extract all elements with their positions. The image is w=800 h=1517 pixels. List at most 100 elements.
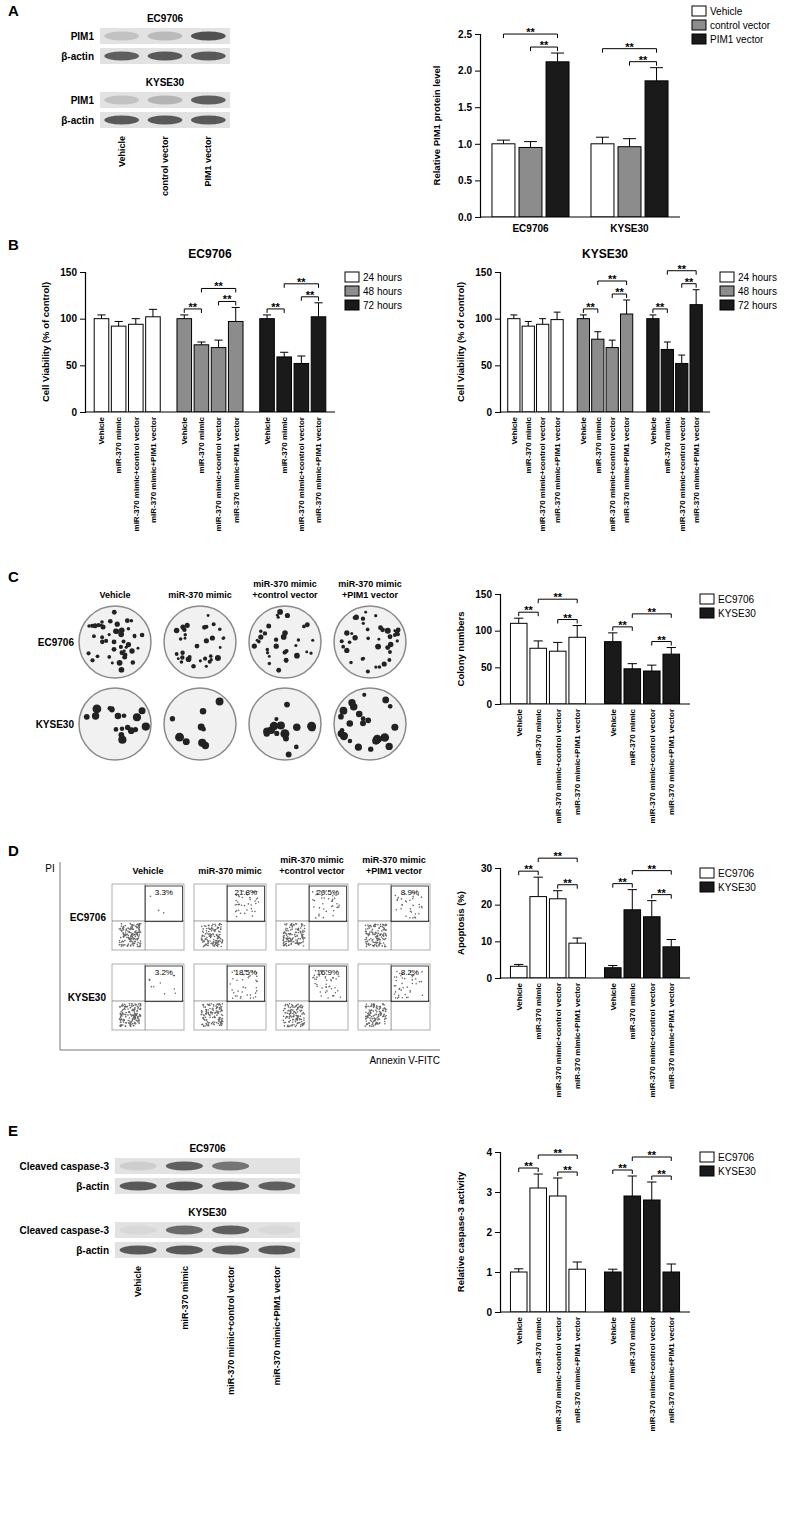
- flow-event: [222, 1015, 224, 1017]
- flow-event: [383, 1010, 385, 1012]
- colony: [208, 660, 212, 664]
- significance-label: **: [685, 276, 694, 288]
- x-tick-label: Vehicle: [97, 416, 106, 444]
- colony: [274, 644, 279, 649]
- tick-label: 0: [486, 973, 492, 984]
- flow-event: [212, 934, 214, 936]
- flow-event: [369, 1017, 371, 1019]
- flow-event: [241, 904, 243, 906]
- flow-event: [379, 1018, 381, 1020]
- flow-event: [220, 938, 222, 940]
- flow-event: [366, 937, 368, 939]
- flow-event: [284, 1008, 286, 1010]
- flow-event: [371, 932, 373, 934]
- error-bar: [553, 642, 562, 651]
- flow-event: [138, 1003, 140, 1005]
- flow-plot: 3.3%: [112, 884, 184, 950]
- flow-event: [382, 934, 384, 936]
- y-axis: 050100150: [60, 267, 85, 418]
- flow-event: [135, 936, 137, 938]
- flow-event: [216, 940, 218, 942]
- flow-event: [372, 939, 374, 941]
- legend-swatch: [345, 300, 359, 310]
- flow-event: [297, 939, 299, 941]
- flow-event: [365, 930, 367, 932]
- flow-event: [325, 977, 327, 979]
- flow-event: [303, 945, 305, 947]
- colony: [284, 649, 288, 653]
- colony: [125, 646, 128, 649]
- flow-event: [124, 934, 126, 936]
- error-bar: [609, 340, 616, 347]
- plot-marks: [94, 303, 326, 412]
- flow-event: [131, 943, 133, 945]
- flow-event: [205, 1009, 207, 1011]
- flow-event: [222, 1003, 224, 1005]
- error-bar: [514, 618, 523, 623]
- flow-event: [323, 917, 325, 919]
- flow-event: [139, 1015, 141, 1017]
- flow-event: [409, 990, 411, 992]
- colony: [92, 634, 96, 638]
- flow-event: [332, 915, 334, 917]
- flow-event: [133, 1017, 135, 1019]
- flow-event: [204, 1019, 206, 1021]
- blot-row-label: β-actin: [61, 115, 94, 126]
- error-bar: [197, 342, 205, 345]
- colony: [346, 720, 353, 727]
- colony: [348, 739, 353, 744]
- significance-label: **: [615, 286, 624, 298]
- flow-event: [218, 1020, 220, 1022]
- flow-event: [367, 1017, 369, 1019]
- flow-event: [238, 910, 240, 912]
- flow-event: [372, 941, 374, 943]
- colony: [111, 661, 114, 664]
- flow-event: [134, 1015, 136, 1017]
- flow-event: [291, 1024, 293, 1026]
- flow-event: [302, 1025, 304, 1027]
- y-tick: 1.0: [458, 139, 480, 150]
- flow-event: [378, 1008, 380, 1010]
- flow-event: [285, 943, 287, 945]
- flow-event: [129, 1014, 131, 1016]
- x-tick-label: miR-370 mimic+PIM1 vector: [553, 417, 562, 523]
- flow-event: [331, 980, 333, 982]
- flow-event: [203, 1014, 205, 1016]
- flow-event: [376, 1011, 378, 1013]
- significance-label: **: [608, 273, 617, 285]
- flow-event: [211, 928, 213, 930]
- error-bar: [678, 355, 685, 363]
- flow-event: [412, 905, 414, 907]
- flow-event: [207, 1025, 209, 1027]
- flow-event: [376, 946, 378, 948]
- y-tick: 50: [481, 662, 500, 673]
- flow-event: [216, 1014, 218, 1016]
- flow-event: [315, 917, 317, 919]
- tick-label: 50: [481, 662, 493, 673]
- y-tick: 30: [481, 863, 500, 874]
- flow-event: [120, 1021, 122, 1023]
- flow-event: [375, 1014, 377, 1016]
- flow-event: [368, 926, 370, 928]
- flow-event: [398, 897, 400, 899]
- blot-strip: [100, 28, 230, 44]
- flow-event: [328, 986, 330, 988]
- flow-event: [291, 928, 293, 930]
- flow-event: [249, 899, 251, 901]
- flow-event: [138, 1023, 140, 1025]
- gate: [309, 886, 346, 922]
- flow-event: [208, 1025, 210, 1027]
- flow-event: [137, 1008, 139, 1010]
- legend: 24 hours48 hours72 hours: [345, 272, 402, 311]
- flow-event: [401, 904, 403, 906]
- flow-event: [210, 936, 212, 938]
- flow-event: [300, 1004, 302, 1006]
- flow-event: [132, 1023, 134, 1025]
- panel-label: B: [8, 236, 19, 253]
- flow-event: [303, 1019, 305, 1021]
- flow-event: [284, 945, 286, 947]
- flow-event: [135, 934, 137, 936]
- gate: [391, 886, 428, 922]
- bar: [294, 363, 309, 412]
- column-header: +PIM1 vector: [366, 866, 422, 876]
